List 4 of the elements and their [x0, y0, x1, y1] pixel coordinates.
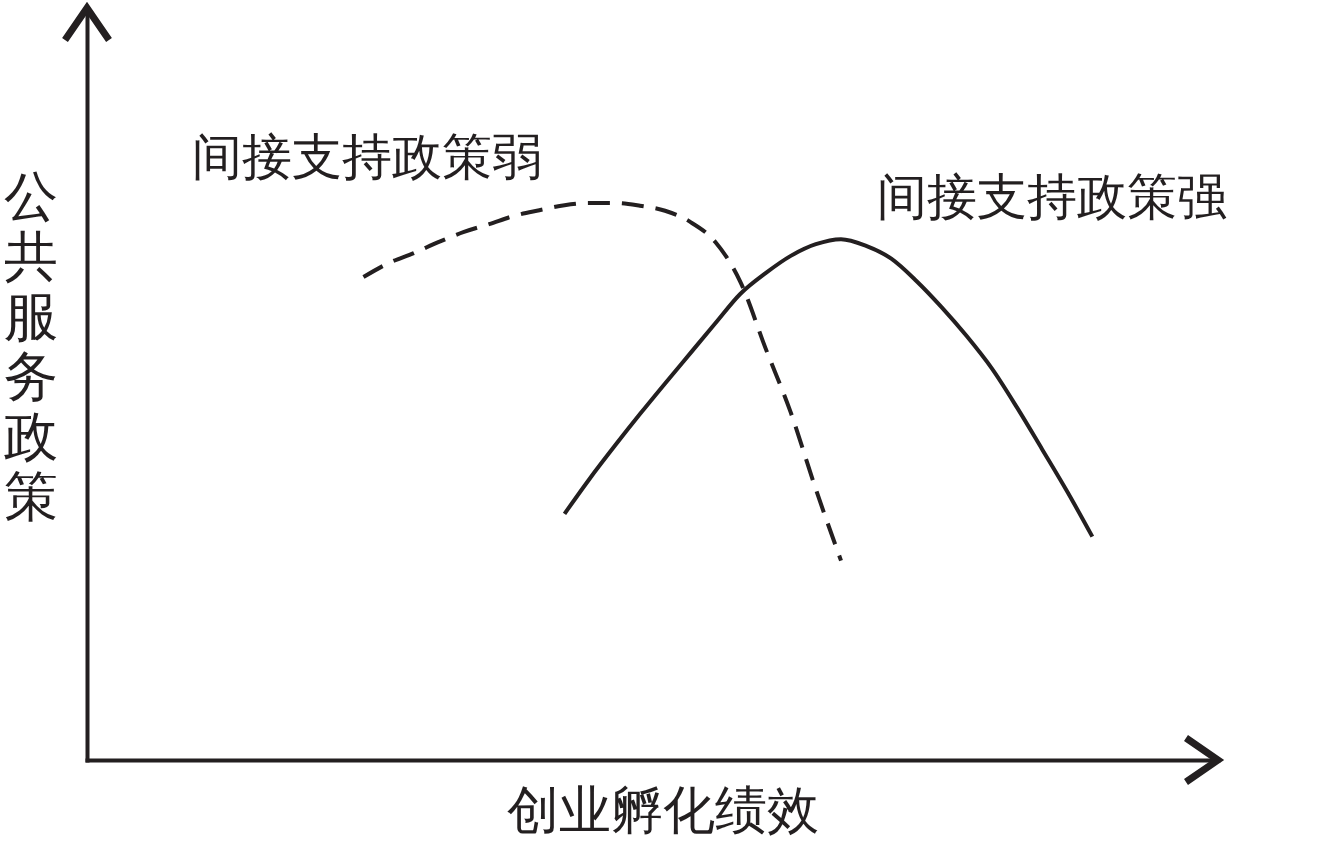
y-axis-title: 公共服务政策	[3, 164, 58, 528]
x-axis-title: 创业孵化绩效	[506, 779, 819, 840]
series-label: 间接支持政策强	[877, 168, 1227, 227]
series-label: 间接支持政策弱	[191, 127, 542, 186]
